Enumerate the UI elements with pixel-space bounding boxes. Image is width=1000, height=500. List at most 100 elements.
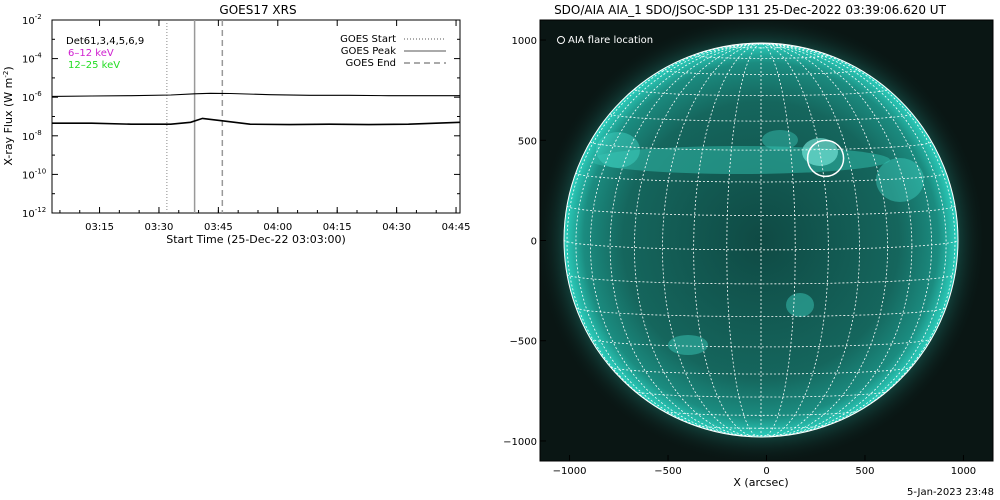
goes-y-tick-exponent: -8: [35, 129, 42, 137]
grid-parallel: [634, 89, 888, 96]
aia-x-axis-label: X (arcsec): [733, 476, 788, 489]
aia-x-tick-label: 0: [763, 466, 769, 477]
goes-x-tick-label: 03:45: [204, 222, 233, 233]
grid-meridian: [760, 43, 860, 437]
aia-plot-area: −1000 −500 0 500 1000 1000 500 0 −500 −1000: [503, 19, 994, 477]
goes-legend-12-25kev: 12–25 keV: [68, 60, 120, 71]
goes-y-tick-base: 10: [22, 170, 35, 181]
grid-parallel: [590, 338, 932, 348]
grid-meridian: [609, 43, 762, 437]
aia-legend: AIA flare location: [557, 35, 653, 46]
goes-legend-left: Det61,3,4,5,6,9 6–12 keV 12–25 keV: [66, 36, 144, 71]
goes-y-axis-label-main: X-ray Flux (W m: [2, 78, 15, 166]
goes-series-line: [52, 117, 461, 126]
goes-x-tick-label: 03:15: [85, 222, 114, 233]
aia-x-tick-label: −500: [654, 466, 681, 477]
aia-flare-location-marker: [806, 139, 845, 178]
grid-meridian: [634, 43, 762, 437]
goes-event-lines: [166, 20, 224, 213]
grid-meridian: [760, 43, 947, 435]
grid-parallel: [609, 113, 913, 122]
aia-x-tick-label: 500: [855, 466, 874, 477]
goes-y-tick-exponent: -12: [35, 206, 46, 214]
goes-y-tick-base: 10: [22, 16, 35, 27]
goes-y-tick-base: 10: [22, 93, 35, 104]
aia-legend-label: AIA flare location: [568, 35, 653, 46]
aia-y-tick-label: 1000: [512, 36, 537, 47]
aia-x-tick-label: 1000: [951, 466, 976, 477]
goes-y-tick-base: 10: [22, 209, 35, 220]
grid-meridian: [760, 43, 913, 437]
goes-y-tick-base: 10: [22, 132, 35, 143]
goes-legend-end-label: GOES End: [346, 58, 396, 69]
goes-y-tick-exponent: -10: [35, 167, 46, 175]
grid-meridian: [760, 43, 888, 437]
goes-y-axis-label-close: ): [2, 66, 15, 70]
aia-image-title: SDO/AIA AIA_1 SDO/JSOC-SDP 131 25-Dec-20…: [554, 3, 947, 17]
goes-legend-6-12kev: 6–12 keV: [68, 48, 114, 59]
grid-parallel: [726, 46, 796, 49]
goes-legend-peak-label: GOES Peak: [341, 46, 396, 57]
goes-y-tick-label: 10-8: [22, 129, 42, 143]
grid-meridian: [760, 43, 956, 429]
grid-meridian: [575, 43, 762, 435]
solar-limb: [563, 42, 959, 438]
grid-parallel: [564, 239, 958, 251]
grid-meridian: [726, 43, 762, 437]
goes-x-axis-label: Start Time (25-Dec-22 03:03:00): [166, 233, 346, 246]
aia-legend-circle-icon: [557, 36, 565, 44]
grid-parallel: [575, 172, 947, 183]
goes-legend-right: GOES Start GOES Peak GOES End: [340, 34, 446, 69]
heliographic-grid: [564, 43, 958, 437]
goes-x-tick-label: 04:30: [382, 222, 411, 233]
goes-chart-title: GOES17 XRS: [219, 3, 296, 17]
grid-meridian: [693, 43, 762, 437]
goes-x-axis: 03:15 03:30 03:45 04:00 04:15 04:30 04:45: [59, 20, 470, 233]
aia-y-tick-label: 0: [531, 237, 537, 248]
active-region-east-limb: [876, 158, 924, 202]
grid-meridian: [662, 43, 762, 437]
goes-y-tick-base: 10: [22, 55, 35, 66]
goes-y-tick-label: 10-12: [22, 206, 46, 220]
grid-parallel: [694, 425, 828, 429]
footer-date: 5-Jan-2023 23:48: [907, 487, 994, 498]
goes-legend-start-label: GOES Start: [340, 34, 396, 45]
aia-x-tick-label: −1000: [553, 466, 587, 477]
active-region-south-2: [786, 293, 814, 317]
goes-y-tick-label: 10-6: [22, 90, 42, 104]
goes-y-tick-label: 10-10: [22, 167, 46, 181]
active-region-south-1: [668, 335, 708, 355]
active-regions: [590, 130, 924, 355]
goes-y-tick-exponent: -6: [35, 90, 43, 98]
grid-parallel: [575, 307, 947, 317]
grid-parallel: [662, 410, 860, 416]
goes-legend-detectors: Det61,3,4,5,6,9: [66, 36, 144, 47]
active-region-flare-glow: [802, 138, 838, 166]
grid-parallel: [634, 390, 888, 398]
aia-y-tick-label: 500: [518, 136, 537, 147]
goes-y-tick-label: 10-4: [22, 52, 42, 66]
grid-parallel: [566, 274, 956, 285]
goes-series-group: [51, 92, 461, 126]
aia-y-tick-label: −500: [510, 337, 537, 348]
grid-meridian: [760, 43, 796, 437]
aia-y-tick-label: −1000: [503, 437, 537, 448]
goes-y-tick-exponent: -4: [35, 52, 43, 60]
goes-y-tick-exponent: -2: [35, 13, 42, 21]
aia-y-axis: 1000 500 0 −500 −1000: [503, 36, 546, 448]
grid-parallel: [728, 433, 794, 436]
goes-y-axis-label-exponent: -2: [2, 71, 10, 78]
goes-y-tick-label: 10-2: [22, 13, 42, 27]
goes-x-tick-label: 04:15: [323, 222, 352, 233]
goes-x-tick-label: 04:00: [263, 222, 292, 233]
grid-parallel: [662, 69, 860, 75]
goes-y-axis-label: X-ray Flux (W m-2): [2, 66, 15, 165]
goes-x-tick-label: 03:30: [145, 222, 174, 233]
aia-x-axis: −1000 −500 0 500 1000: [553, 455, 976, 477]
active-region-center-north: [762, 130, 798, 150]
grid-meridian: [566, 43, 762, 429]
grid-meridian: [760, 43, 829, 437]
